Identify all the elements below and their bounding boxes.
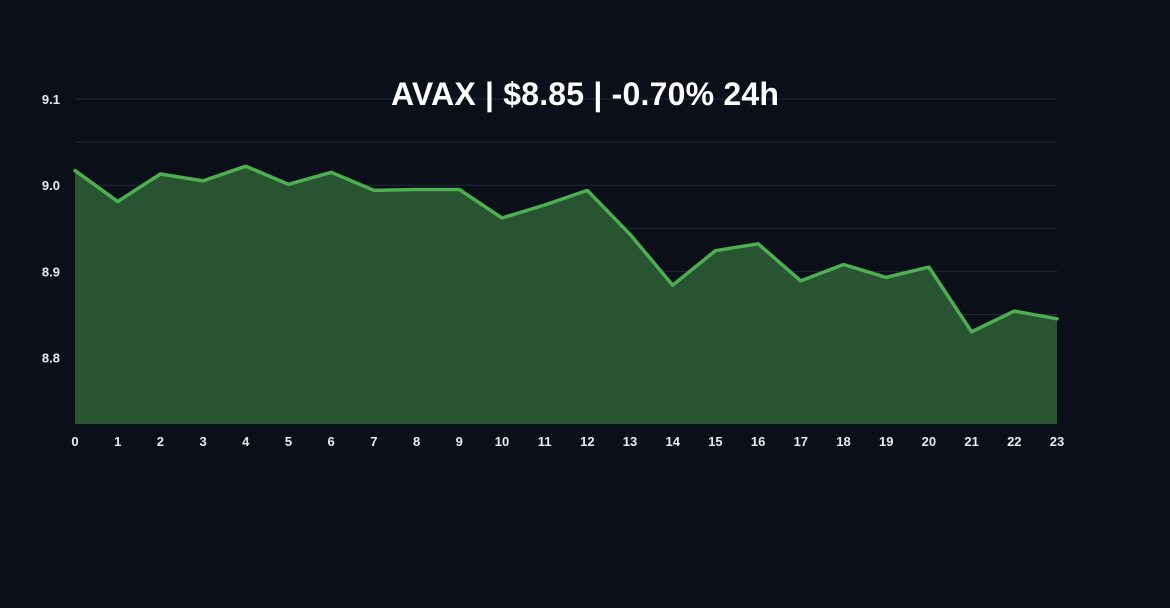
- x-tick-label: 9: [456, 434, 463, 449]
- x-tick-label: 10: [495, 434, 509, 449]
- x-tick-label: 6: [328, 434, 335, 449]
- x-tick-label: 3: [199, 434, 206, 449]
- x-tick-label: 22: [1007, 434, 1021, 449]
- x-tick-label: 12: [580, 434, 594, 449]
- x-tick-label: 4: [242, 434, 250, 449]
- y-tick-label: 8.8: [42, 351, 60, 366]
- x-tick-label: 18: [836, 434, 850, 449]
- x-tick-label: 0: [71, 434, 78, 449]
- x-tick-label: 20: [922, 434, 936, 449]
- chart-title: AVAX | $8.85 | -0.70% 24h: [390, 76, 780, 112]
- x-tick-label: 21: [964, 434, 978, 449]
- x-tick-label: 7: [370, 434, 377, 449]
- x-tick-label: 8: [413, 434, 420, 449]
- x-axis-ticks: 0 1 2 3 4 5 6 7 8 9 10 11 12 13 14 15 16 17 18 19 20 21 22 23: [71, 434, 1064, 449]
- x-tick-label: 16: [751, 434, 765, 449]
- price-line: [73, 164, 1059, 334]
- x-tick-label: 14: [666, 434, 681, 449]
- x-tick-label: 17: [794, 434, 808, 449]
- price-area-fill: [75, 166, 1057, 424]
- x-tick-label: 23: [1050, 434, 1064, 449]
- x-tick-label: 15: [708, 434, 722, 449]
- x-tick-label: 1: [114, 434, 121, 449]
- x-tick-label: 2: [157, 434, 164, 449]
- y-tick-label: 9.1: [42, 92, 60, 107]
- y-tick-label: 9.0: [42, 178, 60, 193]
- x-tick-label: 5: [285, 434, 292, 449]
- y-axis-ticks: 8.8 8.9 9.0 9.1: [42, 92, 60, 366]
- x-tick-label: 11: [538, 434, 552, 449]
- y-tick-label: 8.9: [42, 264, 60, 279]
- x-tick-label: 19: [879, 434, 893, 449]
- x-tick-label: 13: [623, 434, 637, 449]
